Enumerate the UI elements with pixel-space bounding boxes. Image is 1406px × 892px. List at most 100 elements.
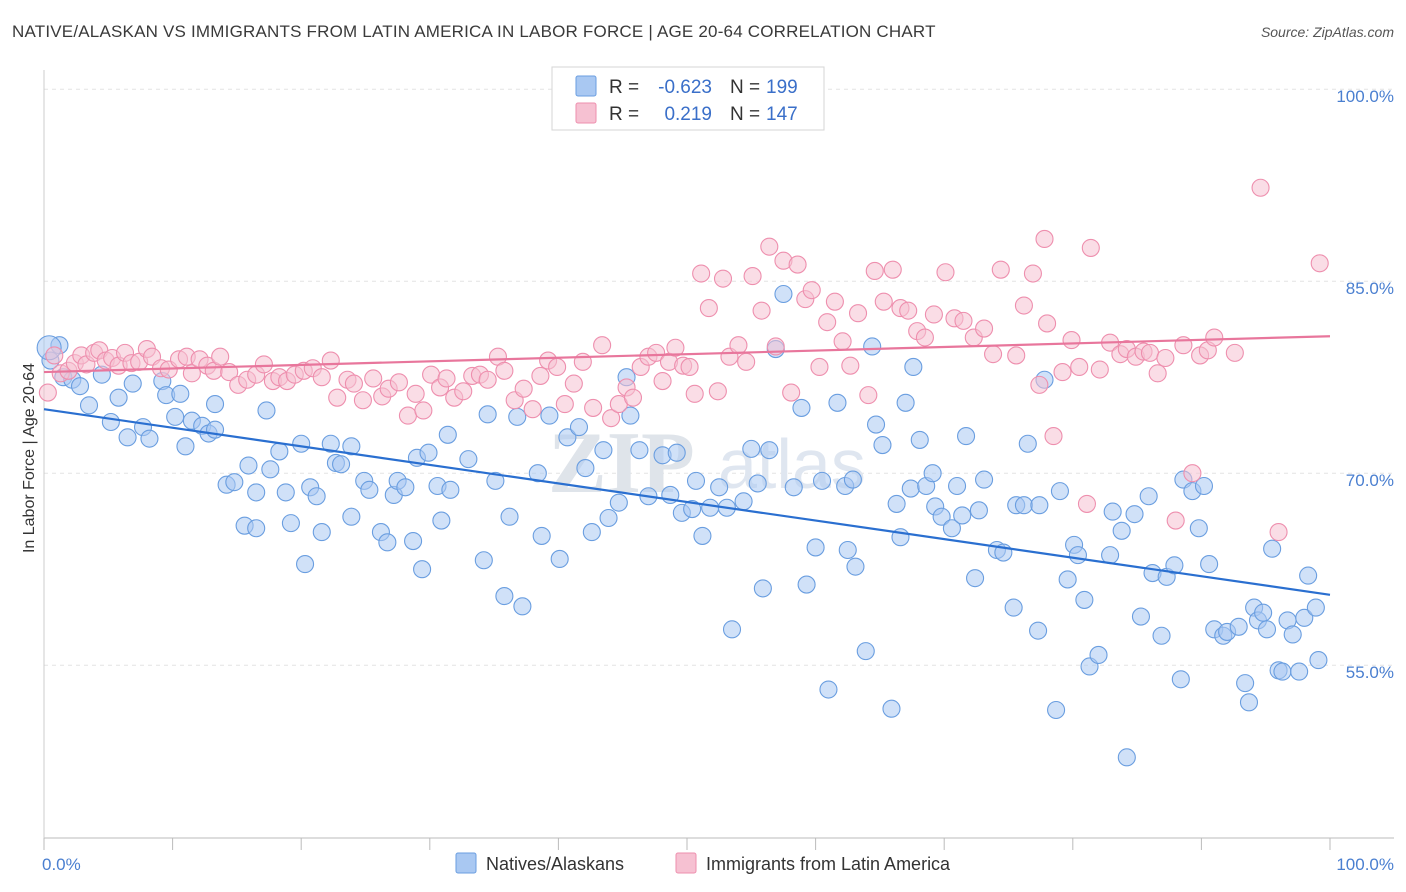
data-point (432, 511, 451, 530)
data-point (812, 471, 832, 490)
data-point (910, 430, 929, 449)
data-point (441, 480, 460, 499)
data-point (936, 263, 955, 282)
data-point (734, 492, 753, 511)
data-point (1200, 555, 1219, 574)
data-point (1030, 496, 1049, 515)
data-point (101, 412, 120, 432)
data-point (166, 407, 185, 426)
data-point (599, 508, 618, 528)
data-point (1299, 566, 1318, 585)
y-tick-label: 70.0% (1346, 471, 1394, 490)
data-point (863, 337, 882, 356)
data-point (140, 429, 159, 448)
data-point (685, 384, 704, 403)
data-point (753, 579, 772, 598)
data-point (1152, 626, 1171, 645)
data-point (1038, 314, 1057, 333)
data-point (841, 356, 860, 375)
data-point (923, 464, 942, 483)
data-point (991, 260, 1010, 279)
data-point (414, 401, 433, 420)
data-point (1062, 331, 1081, 350)
data-point (239, 456, 258, 475)
data-point (296, 555, 315, 574)
data-point (1295, 608, 1314, 627)
data-point (1023, 264, 1042, 283)
data-point (528, 464, 547, 483)
data-point (1139, 487, 1158, 506)
data-point (45, 346, 64, 365)
data-point (254, 355, 273, 374)
legend-n-value: 147 (766, 104, 798, 125)
data-point (247, 519, 266, 538)
data-point (548, 357, 567, 377)
y-tick-label: 100.0% (1336, 87, 1394, 106)
trend-lines (43, 335, 1331, 596)
data-point (332, 455, 351, 474)
data-point (38, 383, 57, 402)
data-point (693, 526, 712, 545)
legend-swatch-natives (575, 75, 597, 97)
data-point (1194, 476, 1214, 496)
data-point (342, 437, 361, 456)
data-point (281, 514, 300, 533)
x-axis-tick-labels: 0.0% 100.0% (42, 855, 1394, 874)
data-point (1254, 603, 1273, 622)
data-point (1131, 607, 1151, 626)
series-immigrants-latin-america (38, 178, 1329, 542)
legend-n-label: N = (730, 104, 760, 125)
data-point (1050, 482, 1069, 501)
data-point (247, 483, 266, 502)
data-point (686, 471, 706, 490)
data-point (593, 336, 612, 355)
data-point (1075, 590, 1094, 609)
data-point (225, 473, 244, 492)
data-point (1269, 523, 1288, 542)
data-point (292, 434, 311, 453)
data-point (312, 368, 331, 387)
data-point (564, 374, 583, 393)
data-point (594, 441, 613, 460)
data-point (846, 557, 865, 576)
trend-line (43, 335, 1331, 374)
data-point (508, 407, 527, 426)
y-axis-label: In Labor Force | Age 20-64 (21, 363, 38, 553)
data-point (270, 442, 289, 461)
data-point (887, 494, 906, 513)
data-point (782, 383, 801, 402)
data-point (701, 498, 720, 517)
data-point (1189, 519, 1208, 538)
data-point (531, 366, 550, 385)
data-point (1273, 662, 1292, 681)
data-point (276, 483, 295, 502)
data-point (500, 507, 519, 526)
data-point (550, 549, 569, 569)
data-point (924, 305, 943, 324)
data-point (774, 284, 793, 304)
data-point (1077, 494, 1096, 513)
data-point (692, 264, 711, 283)
legend-n-label: N = (730, 77, 760, 98)
data-point (353, 391, 372, 410)
data-point (1290, 662, 1309, 681)
data-point (123, 374, 142, 393)
data-point (555, 395, 574, 414)
data-point (899, 301, 918, 320)
data-point (748, 474, 767, 493)
data-point (1148, 364, 1167, 383)
data-point (378, 533, 397, 552)
data-point (513, 597, 532, 616)
bottom-legend-swatch-natives (455, 852, 477, 874)
data-point (437, 369, 456, 388)
data-point (1058, 570, 1077, 589)
data-point (118, 428, 137, 447)
data-point (419, 443, 438, 462)
data-point (1309, 651, 1328, 670)
data-point (806, 538, 825, 557)
data-point (797, 575, 816, 594)
data-point (647, 343, 666, 362)
data-point (942, 519, 961, 538)
legend-r-label: R = (609, 104, 639, 125)
data-point (321, 434, 340, 453)
